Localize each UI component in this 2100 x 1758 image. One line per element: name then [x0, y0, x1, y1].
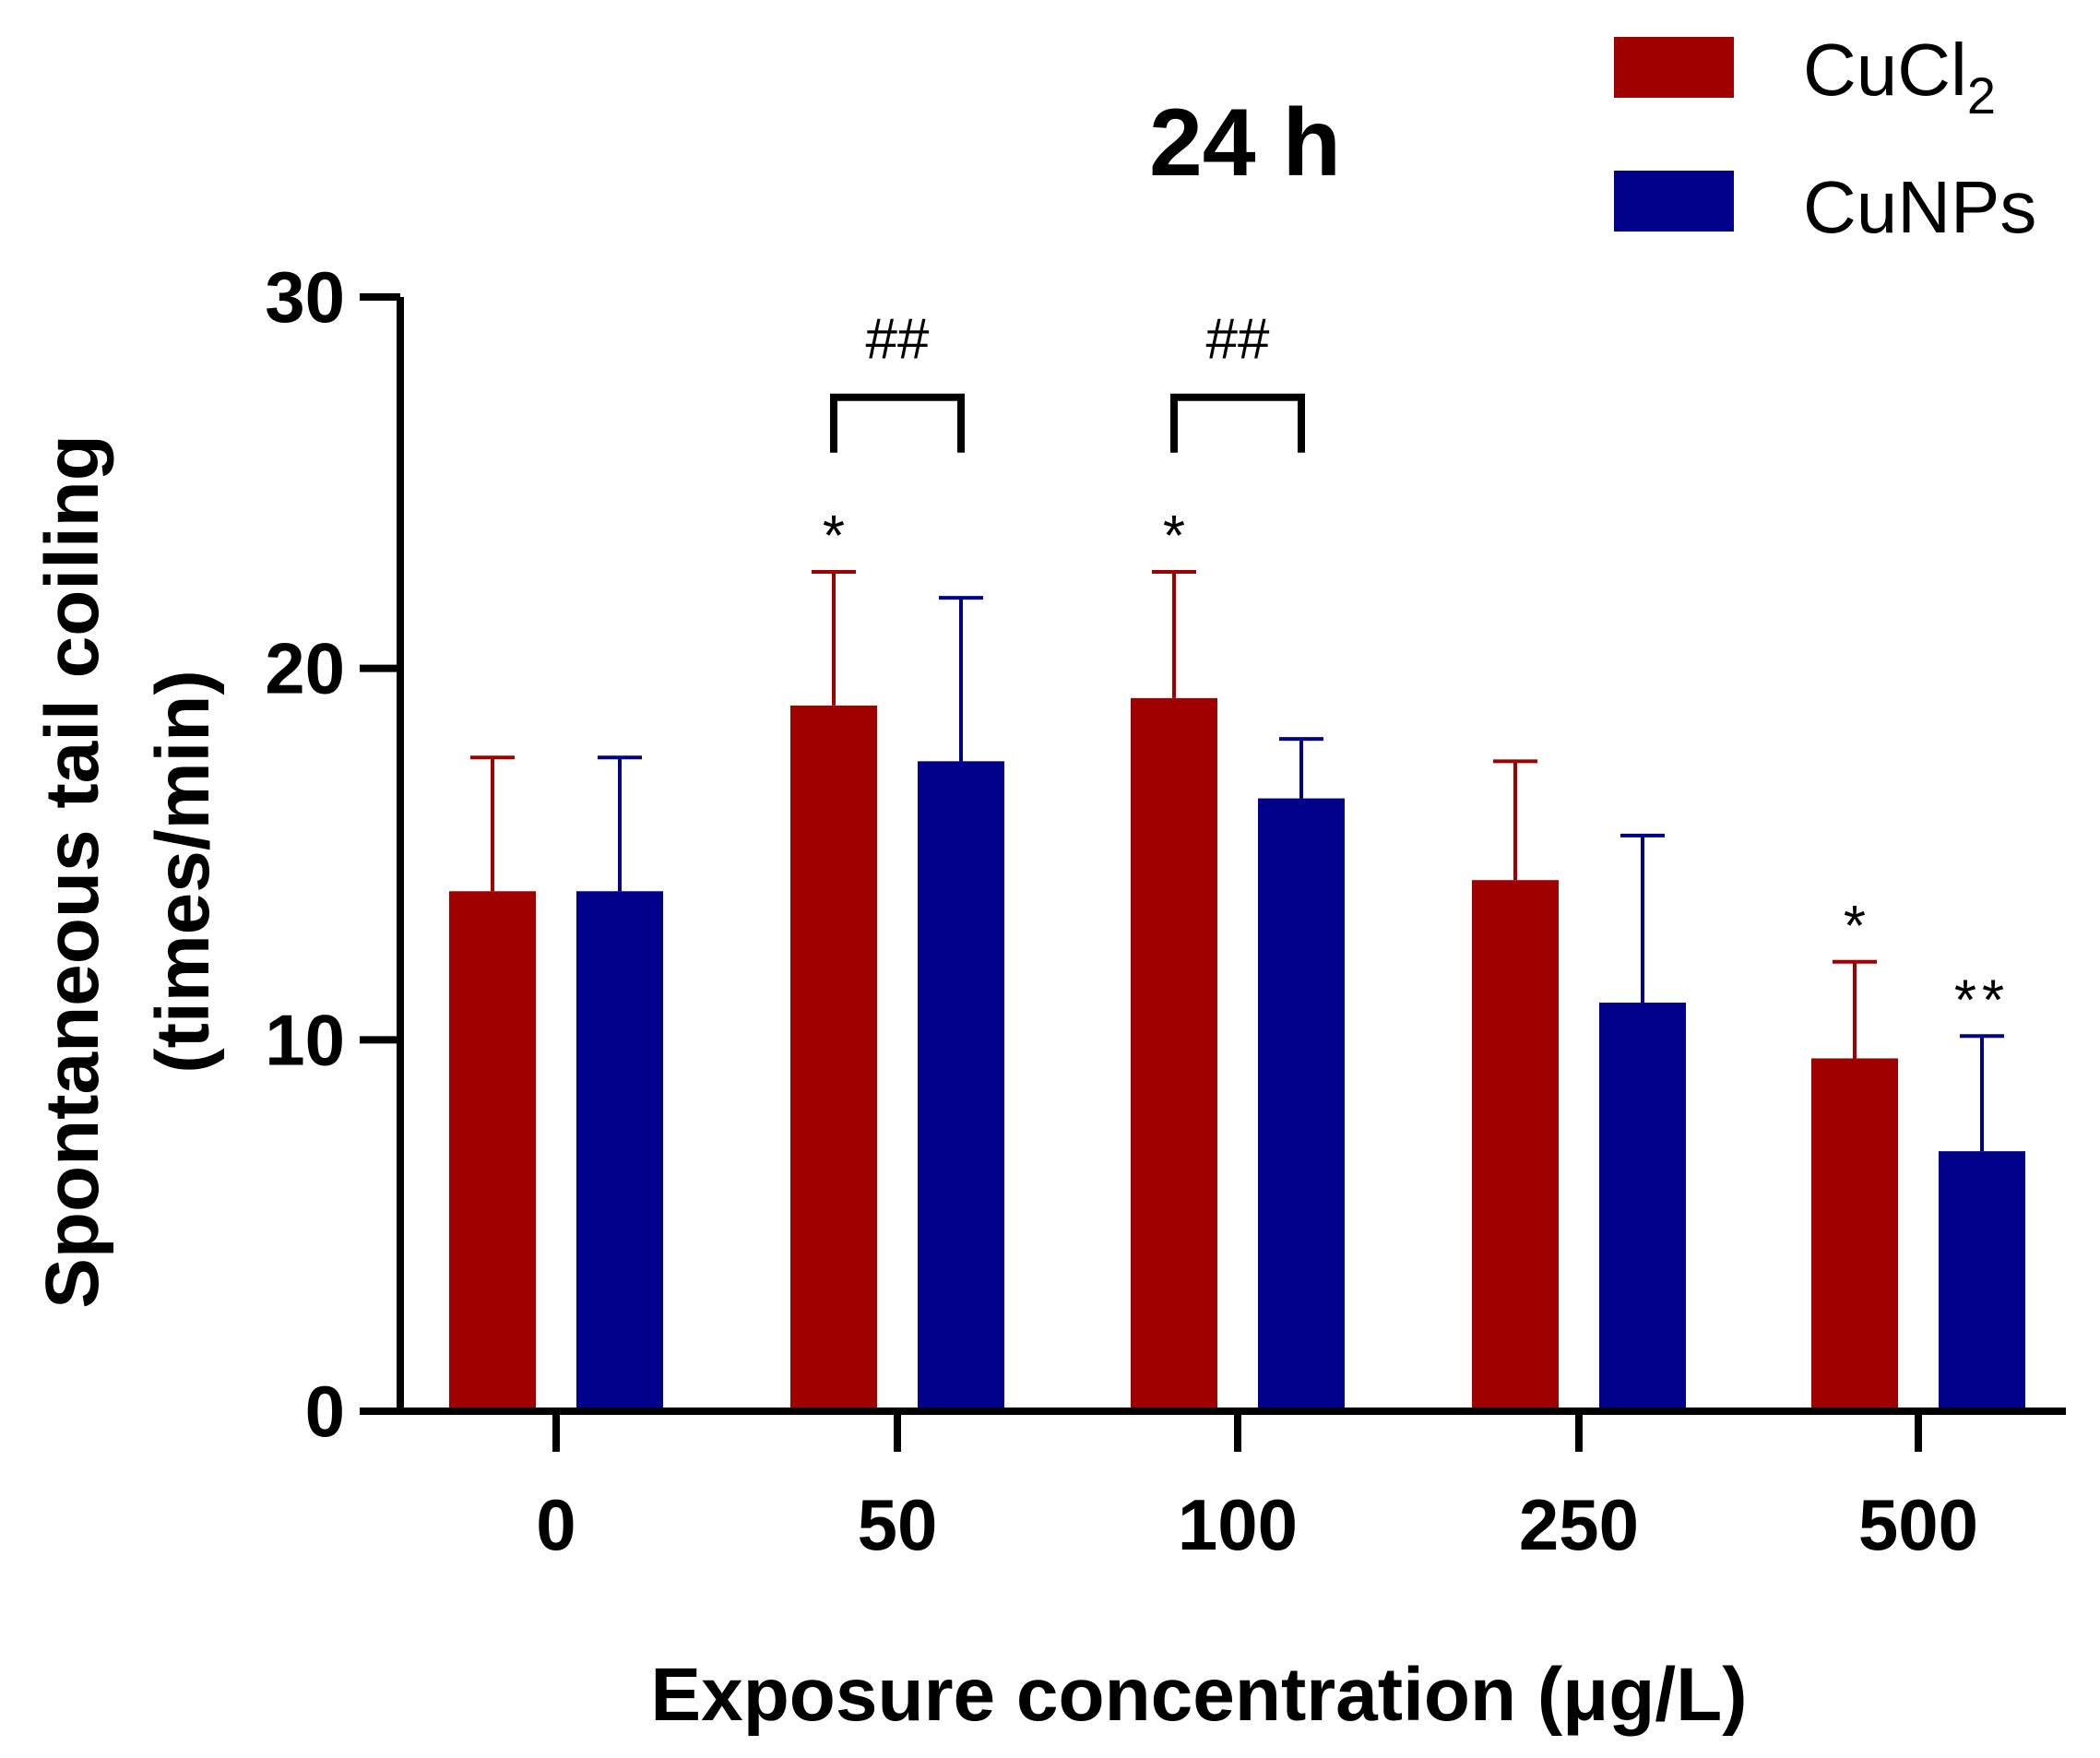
- bar-cucl2-100: [1131, 697, 1217, 1411]
- x-axis-label: Exposure concentration (μg/L): [650, 1653, 1747, 1737]
- chart-title: 24 h: [1149, 89, 1341, 196]
- bar-cucl2-50: [790, 705, 877, 1411]
- x-tick-label-100: 100: [1178, 1484, 1298, 1565]
- significance-marker-cucl2-100: *: [1163, 505, 1185, 568]
- legend: CuCl2 CuNPs: [1614, 29, 2036, 248]
- y-axis-label-line1: Spontaneous tail coiling: [30, 434, 114, 1309]
- significance-marker-cucl2-500: *: [1844, 895, 1866, 958]
- y-tick-label-30: 30: [265, 256, 345, 338]
- comparison-bracket-50: [830, 393, 965, 453]
- bar-cunps-50: [918, 761, 1004, 1411]
- x-tick-label-250: 250: [1519, 1484, 1639, 1565]
- x-tick-label-500: 500: [1858, 1484, 1978, 1565]
- significance-marker-cunps-500: **: [1954, 968, 2010, 1032]
- legend-label-cucl2: CuCl2: [1803, 29, 1996, 125]
- comparison-label-100: ##: [1206, 308, 1270, 372]
- y-axis-label-line2: (times/min): [141, 670, 225, 1073]
- y-tick-label-0: 0: [305, 1371, 345, 1452]
- comparison-label-50: ##: [866, 308, 930, 372]
- bar-cunps-0: [576, 891, 663, 1411]
- x-tick-label-0: 0: [536, 1484, 575, 1565]
- y-tick-label-20: 20: [265, 628, 345, 709]
- legend-swatch-cunps: [1614, 171, 1734, 232]
- bar-cucl2-500: [1811, 1058, 1898, 1411]
- bar-cunps-100: [1258, 798, 1345, 1411]
- y-tick-label-10: 10: [265, 999, 345, 1080]
- legend-label-cunps: CuNPs: [1803, 166, 2036, 248]
- x-tick-label-50: 50: [858, 1484, 938, 1565]
- legend-swatch-cucl2: [1614, 37, 1734, 98]
- bar-cunps-250: [1599, 1003, 1686, 1411]
- bar-cucl2-250: [1472, 880, 1559, 1411]
- bar-cunps-500: [1939, 1151, 2025, 1411]
- bar-cucl2-0: [449, 891, 536, 1411]
- comparison-bracket-100: [1170, 393, 1305, 453]
- significance-marker-cucl2-50: *: [823, 505, 845, 568]
